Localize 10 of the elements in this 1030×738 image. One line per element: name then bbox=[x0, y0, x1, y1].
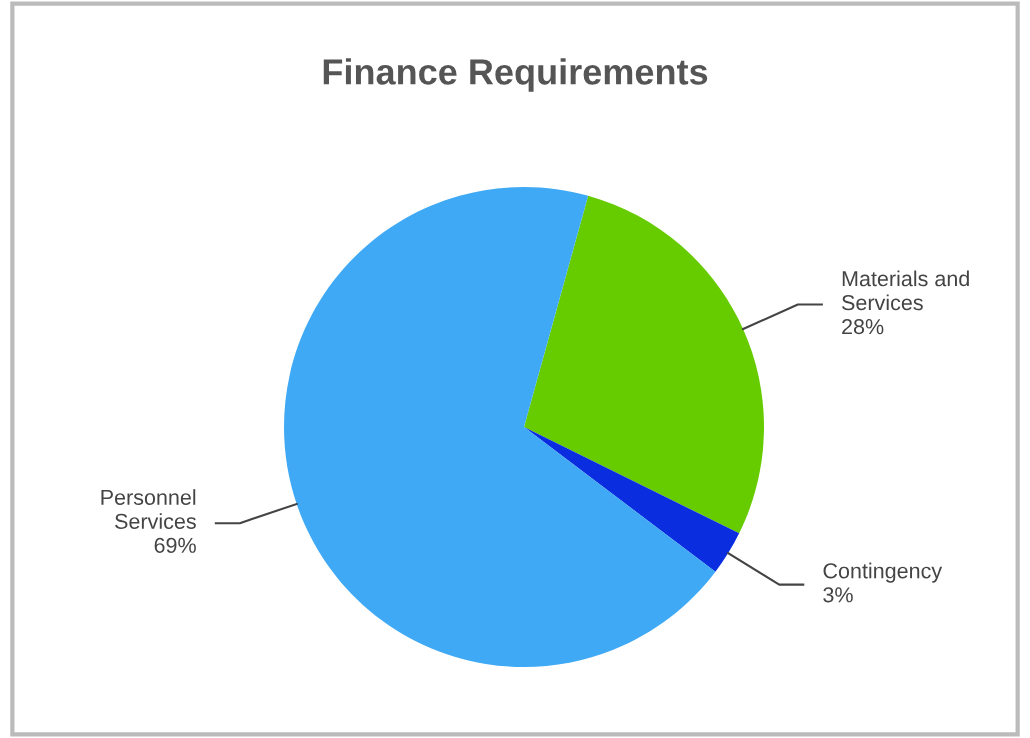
slice-label: Materials and Services bbox=[842, 270, 969, 311]
slice-label: Personnel Services bbox=[101, 489, 196, 529]
pie-slice bbox=[524, 427, 740, 572]
data-label: 28% bbox=[842, 319, 884, 335]
data-label: 69% bbox=[154, 537, 196, 553]
slice-label: Contingency bbox=[823, 562, 943, 583]
pie-slice bbox=[284, 187, 716, 667]
pie-slice bbox=[524, 195, 764, 534]
chart-title: Finance Requirements bbox=[323, 58, 708, 92]
data-label: 3% bbox=[823, 587, 853, 603]
